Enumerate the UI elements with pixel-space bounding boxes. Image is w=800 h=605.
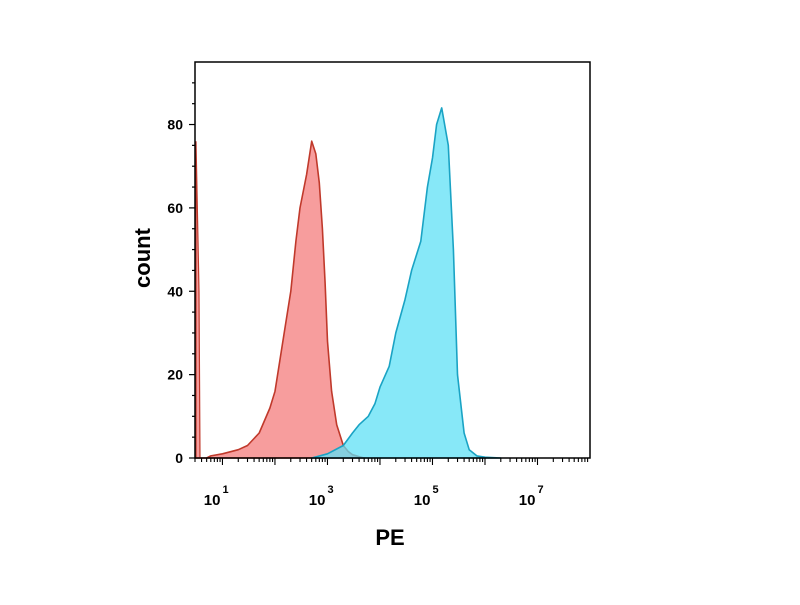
x-tick-label-exponent: 1	[222, 484, 228, 496]
x-tick-label-exponent: 3	[327, 484, 333, 496]
y-axis: 0 20 40 60 80	[167, 82, 195, 466]
y-tick-label: 20	[167, 367, 183, 383]
x-tick-label-exponent: 5	[432, 484, 438, 496]
x-tick-label-base: 10	[519, 492, 536, 509]
x-tick-label-base: 10	[414, 492, 431, 509]
series-1-area	[194, 140, 365, 459]
y-tick-label: 0	[175, 450, 183, 466]
y-tick-label: 40	[167, 283, 183, 299]
y-tick-label: 80	[167, 117, 183, 133]
series-2-area	[310, 107, 502, 459]
x-tick-label-exponent: 7	[537, 484, 543, 496]
x-axis-label: PE	[375, 525, 404, 550]
plot-frame	[194, 61, 591, 459]
series-layer	[194, 107, 502, 459]
y-tick-label: 60	[167, 200, 183, 216]
x-tick-label-base: 10	[309, 492, 326, 509]
y-axis-label: count	[130, 227, 155, 288]
series-1-edge-spike	[195, 141, 201, 459]
plot-border	[194, 61, 591, 459]
x-tick-label-base: 10	[204, 492, 221, 509]
